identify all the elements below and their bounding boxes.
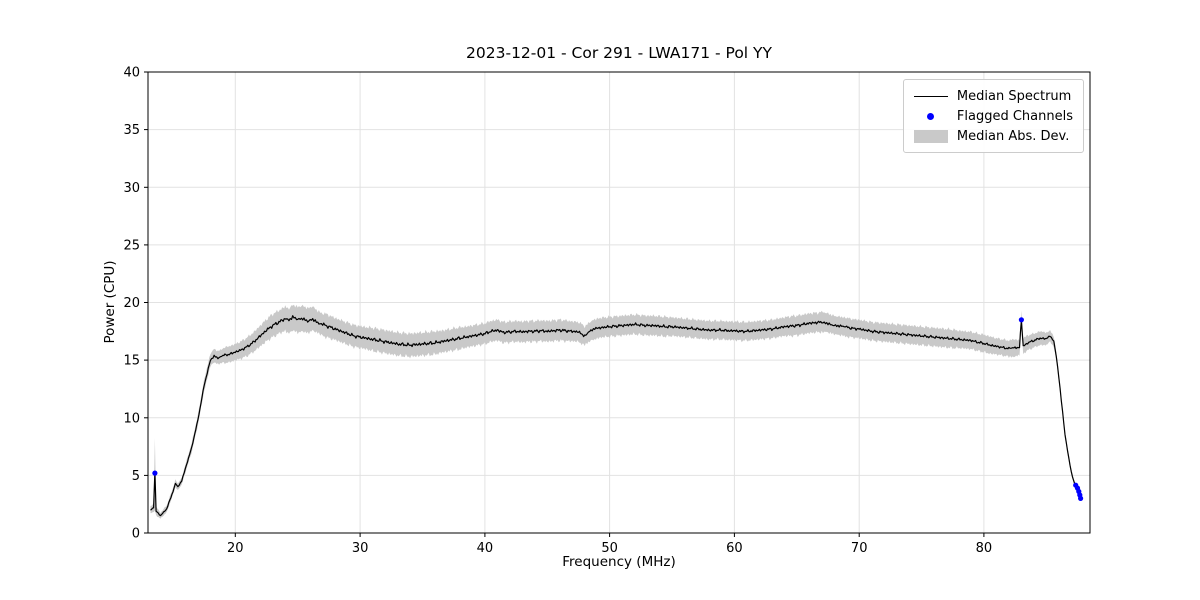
svg-text:40: 40 [123,66,140,81]
legend-item-flagged-channels: Flagged Channels [914,106,1073,126]
svg-text:20: 20 [227,541,244,556]
svg-text:80: 80 [976,541,993,556]
legend-item-median-abs-dev: Median Abs. Dev. [913,126,1073,146]
median-spectrum-line [150,315,1082,517]
svg-text:15: 15 [123,354,140,369]
dot-swatch-icon [914,112,948,120]
chart-title: 2023-12-01 - Cor 291 - LWA171 - Pol YY [466,44,772,62]
flagged-channel-dot [1018,317,1024,323]
svg-text:60: 60 [726,541,743,556]
y-axis-label: Power (CPU) [102,260,118,344]
svg-text:50: 50 [601,541,618,556]
svg-text:30: 30 [123,181,140,196]
legend-label-flagged-channels: Flagged Channels [956,108,1073,124]
legend: Median Spectrum Flagged Channels Median … [902,79,1084,153]
legend-item-median-spectrum: Median Spectrum [913,86,1073,106]
svg-text:10: 10 [123,411,140,426]
flagged-channel-dot [1078,495,1084,501]
svg-text:25: 25 [123,238,140,253]
legend-label-median-abs-dev: Median Abs. Dev. [956,128,1070,144]
patch-swatch-icon [913,129,948,143]
svg-text:70: 70 [851,541,868,556]
line-swatch-icon [913,95,948,97]
svg-text:20: 20 [123,296,140,311]
svg-text:35: 35 [123,123,140,138]
legend-label-median-spectrum: Median Spectrum [956,88,1072,104]
svg-text:0: 0 [132,527,140,542]
svg-text:30: 30 [352,541,369,556]
svg-text:5: 5 [132,469,140,484]
x-axis-label: Frequency (MHz) [562,554,676,570]
flagged-channel-dot [152,470,158,476]
svg-text:40: 40 [477,541,494,556]
